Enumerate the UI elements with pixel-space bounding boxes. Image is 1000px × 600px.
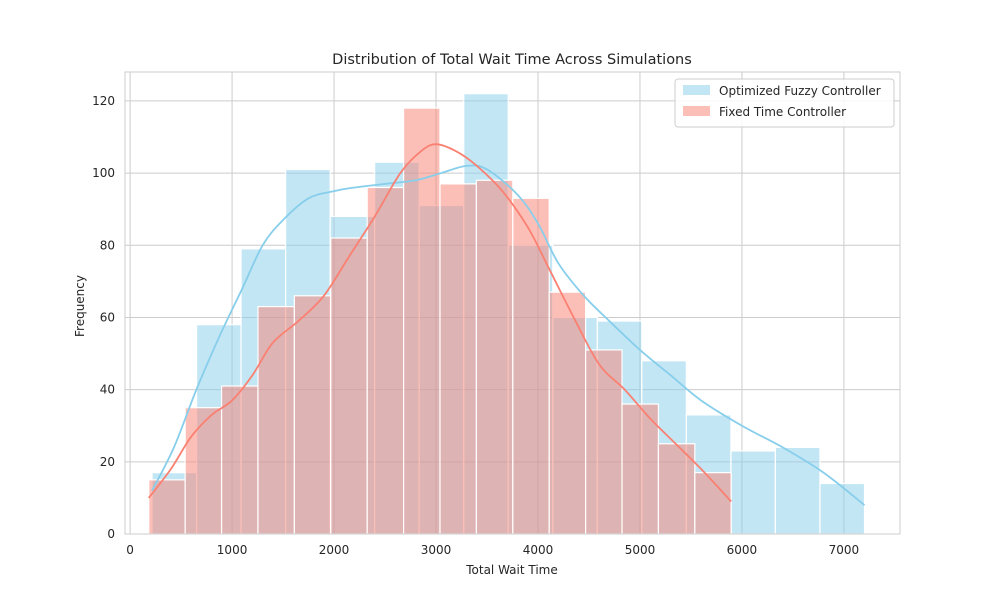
kde-curves [148,143,866,506]
fixed-bar [694,472,732,535]
fixed-bar [402,107,441,535]
plot-frame [124,71,901,535]
legend: Optimized Fuzzy Controller Fixed Time Co… [674,78,895,128]
fixed-bar [184,407,223,535]
y-axis-label: Frequency [73,275,87,337]
x-tick-label: 1000 [217,543,248,557]
legend-label-fuzzy: Optimized Fuzzy Controller [719,84,881,98]
fuzzy-bar [774,446,821,535]
fixed-bar [475,179,514,535]
x-tick-label: 6000 [727,543,758,557]
x-tick-label: 4000 [523,543,554,557]
y-tick-label: 100 [92,166,115,180]
fixed-bar [366,186,405,535]
plot-border [124,71,901,535]
x-tick-label: 2000 [319,543,350,557]
x-axis-label: Total Wait Time [465,563,558,577]
fixed-bar [512,197,550,535]
legend-swatch-fixed [683,106,710,116]
x-tick-label: 5000 [625,543,656,557]
fixed-bar [330,237,368,535]
x-tick-label: 7000 [829,543,860,557]
fuzzy-bar [819,482,866,535]
legend-swatch-fuzzy [683,85,710,95]
fixed-bar [257,306,295,535]
fixed-bar [548,291,587,535]
y-tick-label: 20 [100,455,115,469]
y-tick-label: 0 [107,527,115,541]
fixed-bar [439,183,478,535]
fixed-bar [220,385,259,535]
fixed-bar [293,295,332,535]
legend-label-fixed: Fixed Time Controller [719,105,846,119]
fixed-kde-line [148,143,732,503]
y-tick-label: 60 [100,310,115,324]
x-tick-label: 0 [126,543,134,557]
chart-title: Distribution of Total Wait Time Across S… [332,52,692,68]
fixed-bar [621,403,660,535]
y-tick-label: 120 [92,94,115,108]
x-tick-label: 3000 [421,543,452,557]
y-tick-label: 40 [100,383,115,397]
legend-frame [674,78,895,128]
y-tick-label: 80 [100,238,115,252]
fuzzy-kde-line [151,164,866,506]
fixed-bar [585,349,623,535]
fuzzy-bar [730,450,776,535]
bars [148,93,866,535]
tick-labels: 0 1000 2000 3000 4000 5000 6000 7000 0 20 40 60 80 10… [92,94,859,557]
